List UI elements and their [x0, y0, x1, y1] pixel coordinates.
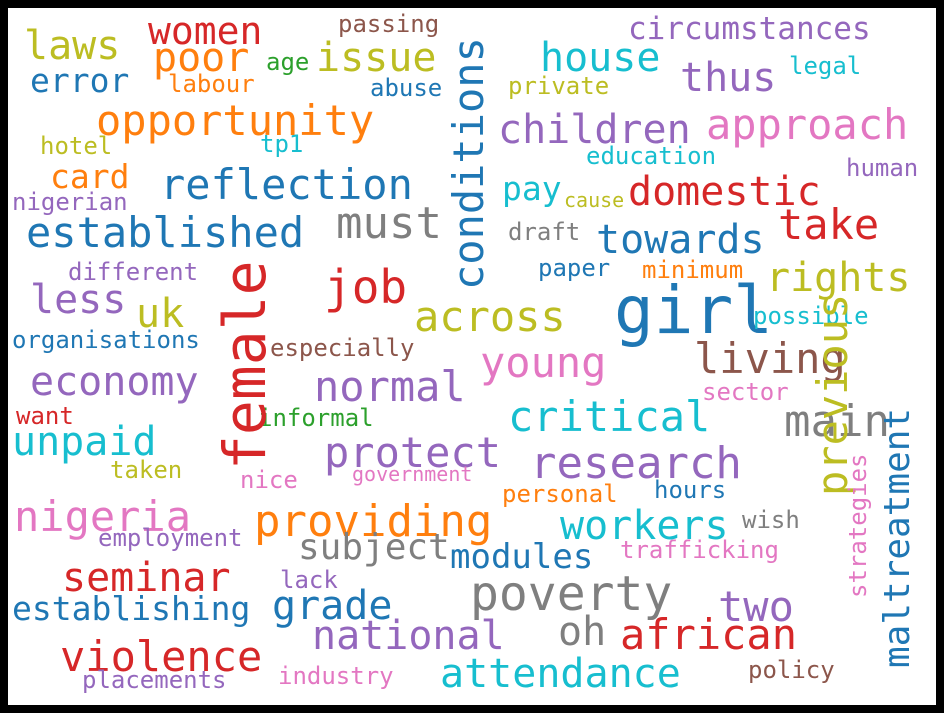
word-informal: informal: [258, 404, 374, 432]
word-research: research: [530, 438, 742, 489]
word-across: across: [414, 292, 566, 341]
word-women: women: [148, 9, 263, 53]
word-critical: critical: [508, 392, 711, 441]
word-two: two: [718, 582, 794, 631]
word-possible: possible: [753, 302, 869, 330]
word-grade: grade: [272, 583, 393, 629]
word-living: living: [694, 334, 846, 383]
word-trafficking: trafficking: [620, 536, 779, 564]
word-nice: nice: [240, 466, 298, 494]
word-subject: subject: [298, 527, 450, 568]
word-nigeria: nigeria: [14, 492, 192, 541]
word-african: african: [620, 610, 798, 659]
word-take: take: [778, 200, 880, 249]
word-established: established: [26, 208, 305, 257]
word-pay: pay: [502, 169, 562, 208]
word-children: children: [498, 107, 691, 153]
word-domestic: domestic: [628, 169, 821, 215]
word-rights: rights: [766, 255, 911, 301]
word-conditions: conditions: [444, 37, 493, 290]
word-house: house: [540, 35, 661, 81]
word-normal: normal: [314, 362, 466, 411]
word-sector: sector: [702, 378, 789, 406]
word-different: different: [68, 258, 199, 286]
word-seminar: seminar: [62, 555, 231, 601]
word-cause: cause: [564, 188, 625, 212]
word-hours: hours: [654, 476, 727, 504]
word-young: young: [480, 338, 607, 387]
word-government: government: [352, 462, 473, 486]
word-opportunity: opportunity: [96, 96, 375, 145]
word-cloud: women passing circumstances laws poor issue ag…: [8, 8, 936, 705]
word-must: must: [336, 198, 442, 249]
word-modules: modules: [450, 537, 594, 577]
word-female: female: [211, 260, 279, 470]
word-human: human: [846, 154, 919, 182]
word-especially: especially: [270, 334, 415, 362]
word-hotel: hotel: [40, 132, 113, 160]
word-want: want: [16, 402, 74, 430]
word-poverty: poverty: [470, 566, 673, 622]
word-circumstances: circumstances: [628, 11, 871, 47]
word-oh: oh: [558, 609, 607, 655]
word-tp1: tp1: [260, 130, 304, 158]
word-industry: industry: [278, 662, 394, 690]
word-taken: taken: [110, 456, 183, 484]
word-legal: legal: [789, 52, 862, 80]
word-employment: employment: [98, 524, 243, 552]
word-education: education: [586, 142, 717, 170]
word-labour: labour: [168, 70, 255, 98]
word-uk: uk: [136, 291, 185, 337]
word-paper: paper: [538, 254, 611, 282]
word-laws: laws: [24, 23, 121, 69]
word-wish: wish: [742, 506, 800, 534]
word-passing: passing: [338, 10, 440, 38]
word-lack: lack: [280, 566, 338, 594]
word-approach: approach: [706, 100, 909, 149]
word-less: less: [30, 277, 127, 323]
word-strategies: strategies: [844, 453, 872, 599]
word-organisations: organisations: [12, 326, 200, 354]
word-maltreatment: maltreatment: [877, 407, 918, 668]
word-economy: economy: [30, 359, 199, 405]
word-unpaid: unpaid: [12, 419, 157, 465]
word-age: age: [266, 48, 310, 76]
word-abuse: abuse: [370, 74, 443, 102]
word-protect: protect: [324, 428, 502, 477]
word-private: private: [508, 72, 610, 100]
word-workers: workers: [560, 503, 729, 549]
word-reflection: reflection: [160, 160, 413, 209]
word-main: main: [784, 396, 890, 447]
word-error: error: [30, 61, 130, 100]
word-placements: placements: [82, 666, 227, 694]
word-card: card: [50, 157, 130, 196]
word-poor: poor: [153, 35, 250, 81]
word-minimum: minimum: [642, 256, 744, 284]
word-attendance: attendance: [440, 651, 681, 697]
word-personal: personal: [502, 480, 618, 508]
word-violence: violence: [60, 632, 263, 681]
word-draft: draft: [508, 218, 581, 246]
word-policy: policy: [748, 656, 835, 684]
word-issue: issue: [316, 35, 437, 81]
word-establishing: establishing: [12, 589, 251, 628]
word-job: job: [324, 260, 408, 314]
word-providing: providing: [254, 496, 493, 547]
word-thus: thus: [680, 55, 777, 101]
word-towards: towards: [596, 217, 765, 263]
word-girl: girl: [614, 272, 773, 349]
word-national: national: [312, 613, 505, 659]
word-nigerian: nigerian: [12, 188, 128, 216]
